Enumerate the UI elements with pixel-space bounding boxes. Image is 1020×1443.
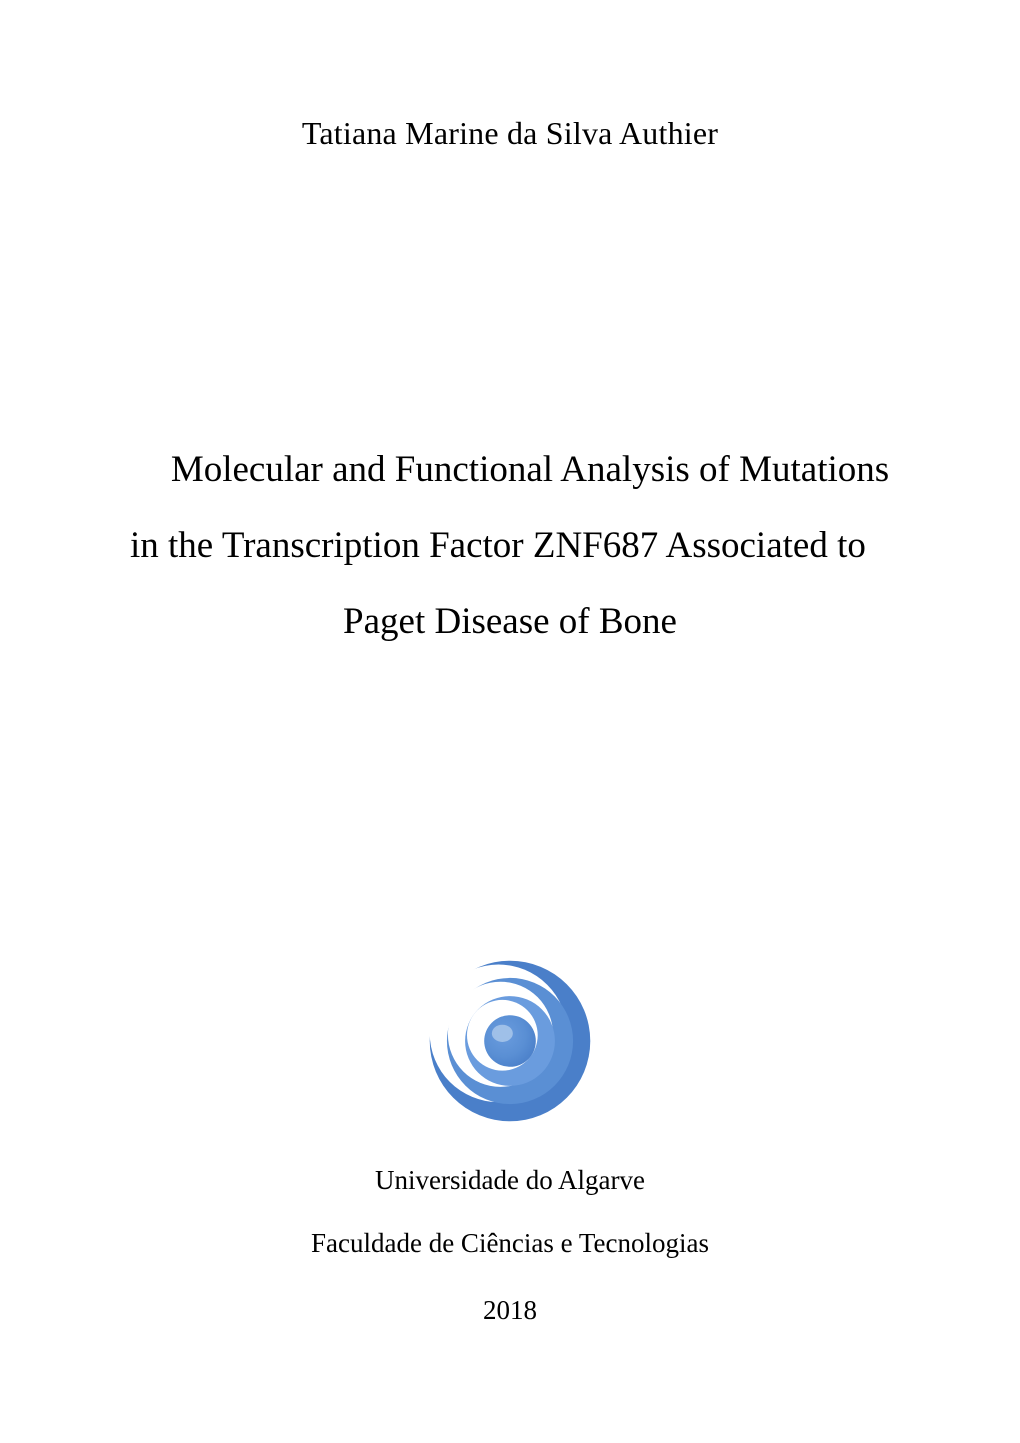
thesis-title-block: Molecular and Functional Analysis of Mut… <box>130 432 890 660</box>
author-name: Tatiana Marine da Silva Authier <box>130 115 890 152</box>
logo-container <box>130 955 890 1127</box>
title-line-3: Paget Disease of Bone <box>130 584 890 660</box>
university-logo-icon <box>424 955 596 1127</box>
title-page: Tatiana Marine da Silva Authier Molecula… <box>0 0 1020 1443</box>
year: 2018 <box>130 1295 890 1326</box>
university-name: Universidade do Algarve <box>130 1165 890 1196</box>
institution-block: Universidade do Algarve Faculdade de Ciê… <box>130 1165 890 1326</box>
title-line-2: in the Transcription Factor ZNF687 Assoc… <box>130 508 890 584</box>
faculty-name: Faculdade de Ciências e Tecnologias <box>130 1228 890 1259</box>
title-line-1: Molecular and Functional Analysis of Mut… <box>130 432 890 508</box>
